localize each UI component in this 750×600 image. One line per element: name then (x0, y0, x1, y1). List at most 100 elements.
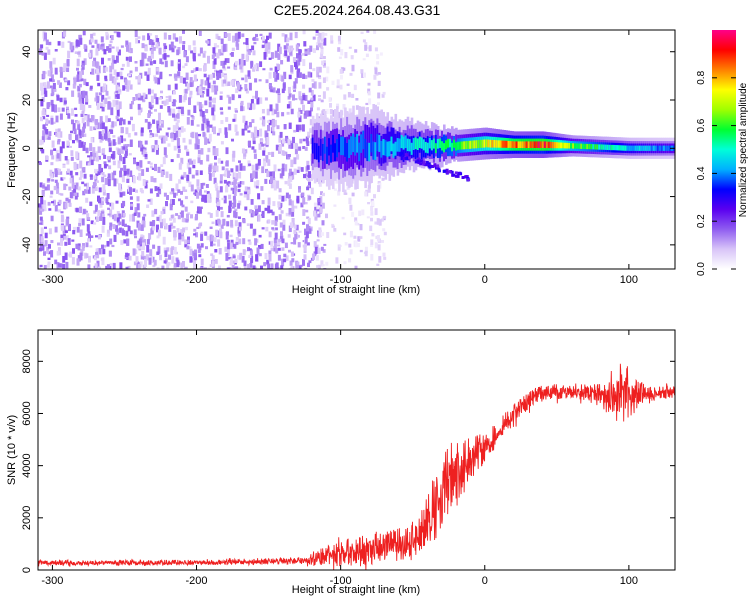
spectrogram-cell (461, 176, 465, 179)
spectrogram-cell (317, 213, 321, 218)
spectrogram-cell (406, 156, 410, 160)
spectrogram-cell (321, 60, 325, 66)
spectrogram-cell (284, 164, 288, 172)
spectrogram-cell (143, 53, 147, 59)
spectrogram-cell (234, 33, 238, 41)
spectrogram-cell (248, 248, 252, 251)
spectrogram-cell (263, 262, 267, 267)
spectrogram-cell (272, 228, 276, 232)
spectrogram-cell (173, 262, 177, 268)
spectrogram-cell (41, 136, 45, 143)
spectrogram-cell (42, 108, 46, 116)
spectrogram-cell (165, 201, 168, 207)
spectrogram-cell (95, 248, 99, 252)
spectrogram-cell (238, 222, 242, 229)
spectrogram-cell (186, 162, 190, 169)
spectrogram-cell (121, 174, 125, 183)
spectrogram-cell (227, 242, 231, 250)
spectrogram-cell (167, 143, 171, 147)
spectrogram-cell (404, 153, 408, 157)
spectrogram-cell (134, 132, 138, 136)
snr-y-tick-label: 8000 (21, 349, 33, 373)
spectrogram-cell (237, 31, 241, 39)
spectrogram-cell (307, 48, 311, 55)
spectrogram-cell (222, 173, 226, 177)
spectrogram-cell (297, 69, 300, 72)
spectrogram-cell (360, 31, 364, 35)
spectrogram-cell (418, 136, 422, 148)
spectrogram-cell (367, 91, 371, 96)
spectrogram-cell (317, 247, 321, 254)
spectrogram-cell (218, 128, 222, 134)
spectrogram-cell (497, 140, 500, 148)
spectrogram-cell (422, 160, 426, 164)
spectrogram-cell (67, 238, 71, 245)
spectrogram-cell (295, 44, 299, 52)
spectrogram-cell (208, 173, 212, 181)
spectrogram-cell (52, 121, 56, 125)
spectrogram-cell (100, 86, 104, 92)
spectrogram-cell (169, 223, 173, 226)
spectrogram-cell (148, 257, 152, 265)
spectrogram-cell (316, 43, 319, 51)
spectrogram-cell (78, 140, 82, 148)
spectrogram-cell (177, 63, 181, 71)
spectrogram-cell (288, 145, 292, 149)
spectrogram-cell (283, 124, 287, 130)
spectrogram-cell (158, 125, 162, 131)
spectrogram-cell (76, 74, 80, 82)
spectrogram-cell (108, 44, 112, 47)
spectrogram-cell (396, 138, 400, 152)
spectrogram-cell (225, 185, 229, 192)
spectrogram-cell (359, 236, 363, 239)
spectrogram-cell (189, 256, 193, 263)
spectrogram-cell (294, 31, 298, 39)
spectrogram-cell (318, 182, 322, 187)
spectrogram-cell (78, 134, 82, 139)
spectrogram-cell (217, 158, 221, 164)
spectrogram-cell (183, 94, 187, 101)
spectrogram-cell (93, 63, 97, 67)
spectrogram-cell (116, 31, 120, 37)
spectrogram-cell (144, 259, 147, 267)
spectrogram-cell (120, 135, 124, 143)
spectrogram-cell (124, 79, 128, 86)
spectrogram-cell (238, 94, 242, 99)
spectrogram-cell (212, 80, 216, 85)
spectrogram-cell (308, 110, 312, 117)
spectrogram-cell (276, 125, 280, 130)
spectrogram-cell (117, 163, 121, 169)
spectrogram-cell (306, 216, 310, 219)
spectrogram-cell (252, 95, 256, 99)
spectrogram-cell (204, 100, 208, 106)
spectrogram-cell (212, 171, 215, 177)
spectrogram-cell (539, 141, 543, 148)
spectrogram-cell (100, 36, 104, 43)
spectrogram-cell (349, 249, 353, 255)
spectrogram-cell (135, 189, 138, 193)
spectrogram-cell (301, 192, 305, 196)
spectrogram-cell (105, 67, 109, 72)
spectrogram-cell (200, 79, 204, 85)
spectrogram-cell (180, 191, 183, 195)
spectrogram-cell (359, 224, 363, 231)
spectrogram-cell (142, 99, 146, 102)
spectrogram-cell (196, 90, 200, 96)
spectrogram-cell (547, 141, 551, 149)
spectrogram-cell (408, 156, 412, 160)
spectrogram-cell (266, 259, 270, 265)
spectrogram-cell (181, 204, 185, 208)
spectrogram-cell (45, 137, 49, 140)
spectrogram-cell (234, 124, 238, 132)
spectrogram-cell (269, 86, 273, 92)
spectrogram-cell (129, 56, 132, 62)
spectrogram-cell (277, 254, 281, 261)
spectrogram-cell (273, 243, 277, 249)
spectrogram-cell (317, 43, 321, 48)
spectrogram-cell (199, 160, 203, 165)
spectrogram-cell (207, 55, 210, 64)
spectrogram-cell (64, 230, 68, 233)
spectrogram-cell (179, 36, 182, 44)
spectrogram-cell (300, 167, 304, 172)
spectrogram-cell (66, 216, 70, 220)
